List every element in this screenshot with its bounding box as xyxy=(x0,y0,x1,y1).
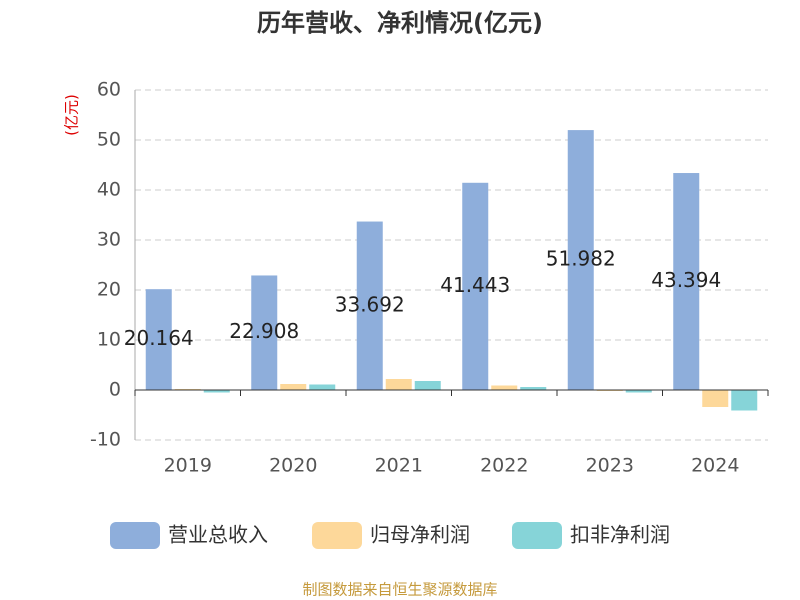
bar xyxy=(520,387,547,390)
legend-label: 归母净利润 xyxy=(370,523,470,547)
bar xyxy=(356,221,383,390)
bar xyxy=(280,384,307,390)
data-label: 22.908 xyxy=(229,319,299,343)
bar xyxy=(251,275,278,390)
y-tick-label: 10 xyxy=(97,329,121,351)
x-tick-label: 2019 xyxy=(164,455,212,477)
x-tick-label: 2023 xyxy=(586,455,634,477)
source: 制图数据来自恒生聚源数据库 xyxy=(302,581,497,599)
legend-label: 扣非净利润 xyxy=(570,523,670,547)
y-tick-label: 40 xyxy=(97,179,121,201)
data-label: 43.394 xyxy=(651,268,721,292)
bar xyxy=(673,173,700,390)
data-label: 33.692 xyxy=(335,292,405,316)
legend-label: 营业总收入 xyxy=(168,523,268,547)
data-label: 51.982 xyxy=(546,247,616,271)
bar xyxy=(414,381,441,390)
data-label: 20.164 xyxy=(124,326,194,350)
y-tick-label: 60 xyxy=(97,79,121,101)
y-tick-label: 0 xyxy=(109,379,121,401)
data-label: 41.443 xyxy=(440,273,510,297)
x-tick-label: 2021 xyxy=(375,455,423,477)
bar xyxy=(491,385,518,390)
bar xyxy=(567,130,594,390)
bar xyxy=(309,384,336,390)
x-tick-label: 2020 xyxy=(269,455,317,477)
y-tick-label: 50 xyxy=(97,129,121,151)
legend-swatch xyxy=(512,522,562,549)
bar xyxy=(385,379,412,390)
bar xyxy=(702,390,729,407)
legend-swatch xyxy=(110,522,160,549)
bar xyxy=(203,390,230,393)
y-tick-label: 30 xyxy=(97,229,121,251)
x-tick-label: 2022 xyxy=(480,455,528,477)
legend-swatch xyxy=(312,522,362,549)
chart-title: 历年营收、净利情况(亿元) xyxy=(257,9,543,37)
y-tick-label: 20 xyxy=(97,279,121,301)
bar xyxy=(731,390,758,411)
y-axis-label: (亿元) xyxy=(63,94,81,136)
bar xyxy=(462,182,489,390)
bar xyxy=(625,390,652,393)
y-tick-label: -10 xyxy=(90,429,121,451)
x-tick-label: 2024 xyxy=(691,455,739,477)
bar xyxy=(145,289,172,390)
